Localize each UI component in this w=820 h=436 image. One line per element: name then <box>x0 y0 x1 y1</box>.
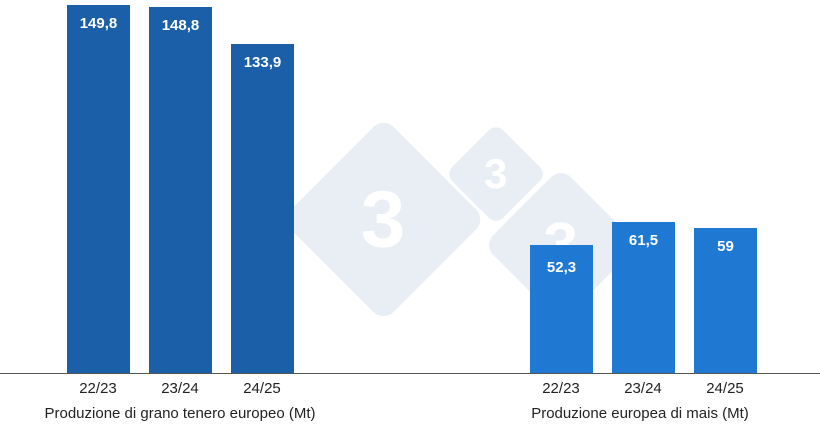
bar-value-label: 61,5 <box>628 232 659 249</box>
bar-wheat-2324: 148,8 <box>149 7 212 373</box>
bar-wheat-2425: 133,9 <box>231 44 294 373</box>
bar-value-label: 133,9 <box>243 54 282 71</box>
bar-wheat-2223: 149,8 <box>67 5 130 373</box>
group-label-wheat: Produzione di grano tenero europeo (Mt) <box>44 405 316 422</box>
bar-value-label: 59 <box>717 238 734 255</box>
group-label-maize: Produzione europea di mais (Mt) <box>531 405 749 422</box>
x-tick-label: 22/23 <box>79 380 117 397</box>
x-tick-label: 23/24 <box>624 380 662 397</box>
bar-value-label: 52,3 <box>546 259 577 276</box>
x-tick-label: 23/24 <box>161 380 199 397</box>
x-tick-label: 24/25 <box>706 380 744 397</box>
watermark-digit: 3 <box>361 174 406 264</box>
bar-value-label: 149,8 <box>79 15 118 32</box>
bar-value-label: 148,8 <box>161 17 200 34</box>
bar-maize-2223: 52,3 <box>530 245 593 373</box>
watermark-logo-large: 3 <box>280 116 487 323</box>
x-tick-label: 24/25 <box>243 380 281 397</box>
bar-maize-2324: 61,5 <box>612 222 675 373</box>
x-tick-label: 22/23 <box>542 380 580 397</box>
x-axis-line <box>0 373 820 374</box>
watermark-digit: 3 <box>484 149 508 197</box>
bar-maize-2425: 59 <box>694 228 757 373</box>
